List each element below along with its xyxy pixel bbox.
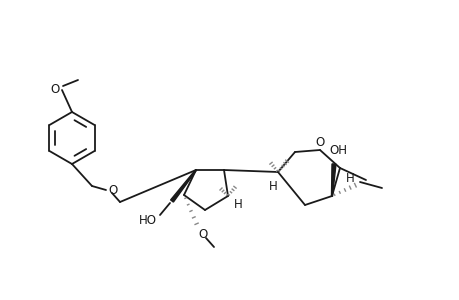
Text: O: O [315,136,324,148]
Text: O: O [108,184,118,197]
Text: HO: HO [139,214,157,227]
Polygon shape [331,164,335,196]
Polygon shape [170,170,196,202]
Text: H: H [268,179,277,193]
Text: H: H [233,197,242,211]
Text: H: H [345,172,353,184]
Text: OH: OH [328,145,346,158]
Text: O: O [198,229,207,242]
Text: O: O [50,82,60,95]
